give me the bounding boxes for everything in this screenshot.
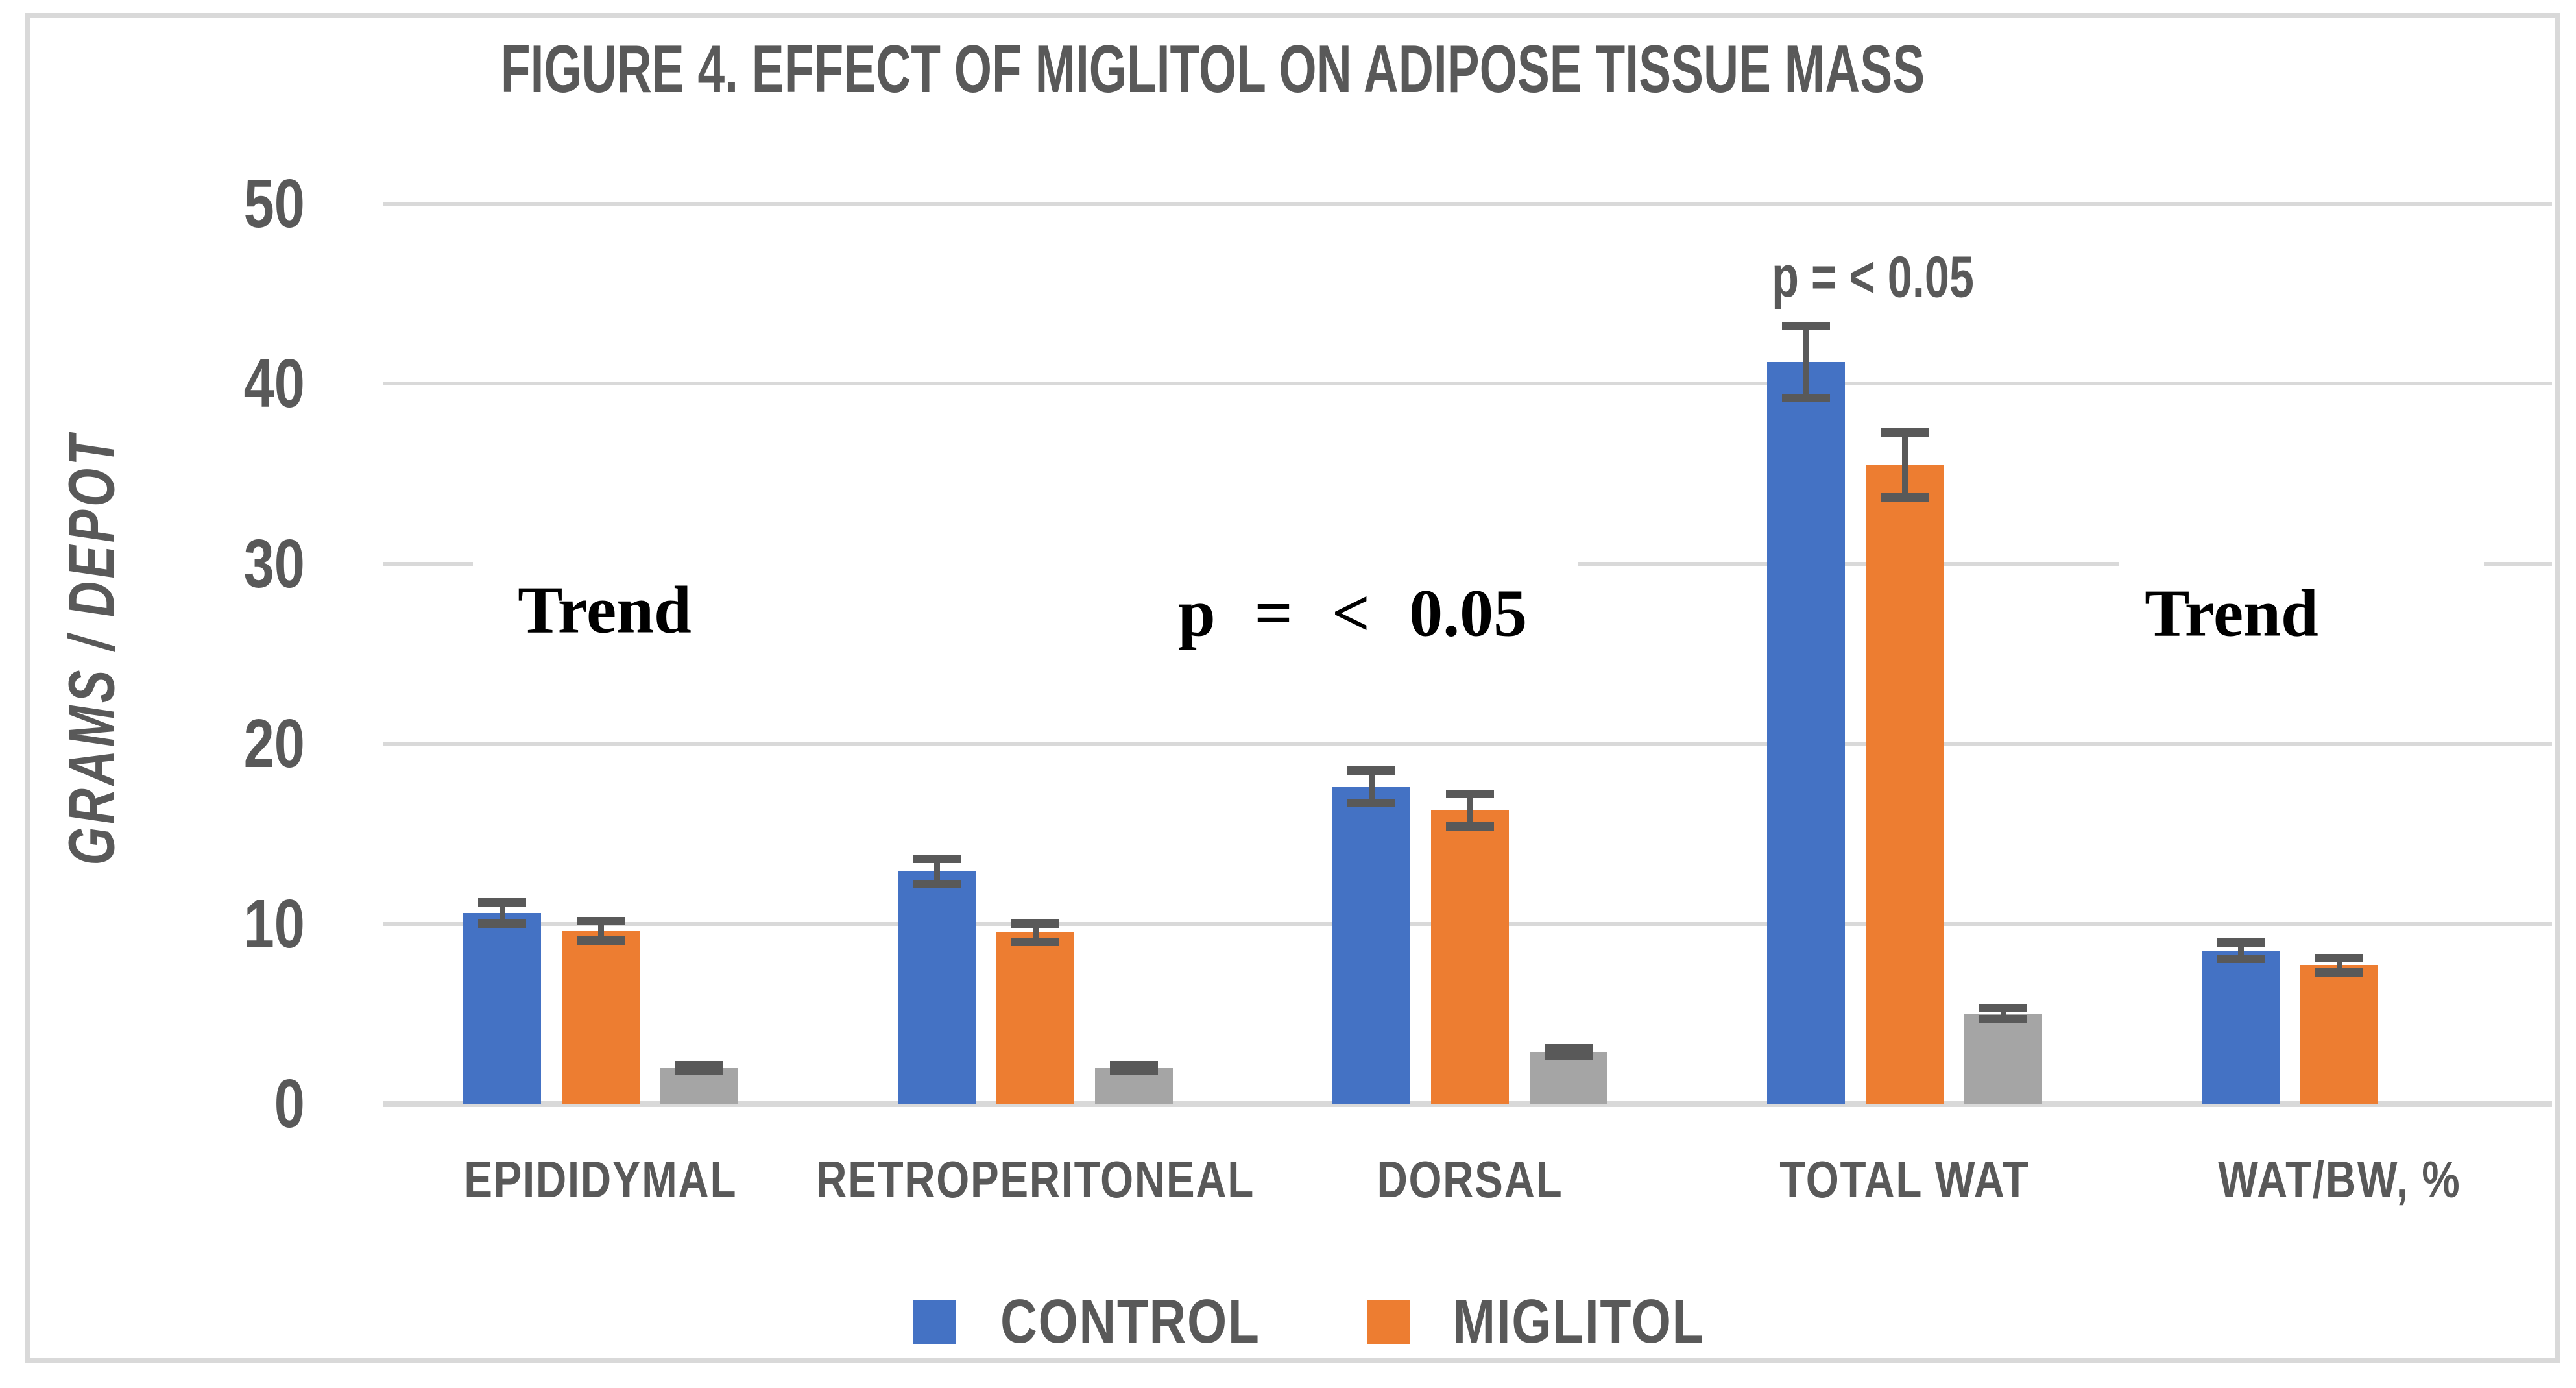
- category-label-wat-bw-: WAT/BW, %: [2047, 1150, 2576, 1210]
- y-tick-label-50: 50: [149, 168, 305, 239]
- annotation-background-1: [2119, 546, 2484, 581]
- bar-miglitol-retroperitoneal: [996, 932, 1074, 1104]
- bar-control-retroperitoneal: [898, 871, 976, 1104]
- legend-swatch-miglitol: [1366, 1300, 1410, 1344]
- error-bar-cap-bottom: [2217, 955, 2265, 964]
- legend-item-control: CONTROL: [913, 1286, 1289, 1358]
- category-label-retroperitoneal: RETROPERITONEAL: [743, 1150, 1327, 1210]
- bar-control-dorsal: [1332, 786, 1410, 1104]
- error-bar-cap-bottom: [913, 880, 961, 889]
- error-bar-cap-top: [2315, 953, 2363, 962]
- y-tick-text-10: 10: [243, 885, 305, 962]
- error-bar-stem: [1803, 326, 1809, 398]
- error-bar-cap-top: [1782, 322, 1830, 331]
- error-bar-stem: [2336, 958, 2342, 973]
- error-bar-cap-bottom: [675, 1066, 723, 1075]
- category-label-epididymal: EPIDIDYMAL: [309, 1150, 893, 1210]
- bar-miglitol-dorsal: [1431, 810, 1509, 1104]
- error-bar-cap-bottom: [1782, 394, 1830, 403]
- error-bar-cap-bottom: [577, 936, 625, 945]
- annotation-text: p = < 0.05: [1772, 245, 1974, 310]
- annotation-background-0: [473, 546, 1578, 581]
- error-bar-stem: [2237, 942, 2244, 959]
- category-label-text: RETROPERITONEAL: [816, 1151, 1255, 1208]
- error-bar-stem: [1467, 794, 1473, 827]
- y-tick-label-40: 40: [149, 348, 305, 419]
- legend-label-text: CONTROL: [1000, 1287, 1260, 1356]
- legend-label-control: CONTROL: [972, 1286, 1289, 1358]
- category-label-text: EPIDIDYMAL: [464, 1151, 738, 1208]
- y-tick-label-20: 20: [149, 708, 305, 779]
- y-tick-label-0: 0: [149, 1068, 305, 1139]
- y-tick-label-10: 10: [149, 888, 305, 960]
- annotation-trend-left: Trend: [518, 572, 692, 648]
- error-bar-cap-top: [577, 916, 625, 925]
- bar-miglitol-epididymal: [562, 931, 640, 1104]
- error-bar-cap-top: [478, 897, 526, 907]
- legend-item-miglitol: MIGLITOL: [1366, 1286, 1732, 1358]
- error-bar-cap-bottom: [1347, 799, 1395, 808]
- error-bar-cap-top: [913, 855, 961, 864]
- chart-title: FIGURE 4. EFFECT OF MIGLITOL ON ADIPOSE …: [175, 31, 2251, 108]
- error-bar-cap-top: [1011, 919, 1059, 929]
- y-axis-title-text: GRAMS / DEPOT: [55, 432, 128, 866]
- error-bar-stem: [1032, 923, 1039, 942]
- bar-control-total-wat: [1767, 362, 1845, 1104]
- error-bar-stem: [597, 921, 604, 941]
- y-axis-title: GRAMS / DEPOT: [55, 364, 130, 934]
- error-bar-stem: [933, 858, 940, 884]
- x-axis-line: [383, 1101, 2552, 1107]
- y-tick-text-40: 40: [243, 345, 305, 422]
- bar-gray-series-total-wat: [1964, 1014, 2042, 1104]
- legend: CONTROL MIGLITOL: [913, 1286, 1731, 1358]
- bar-control-wat-bw-: [2202, 951, 2280, 1104]
- y-tick-text-50: 50: [243, 165, 305, 242]
- category-label-text: DORSAL: [1377, 1151, 1563, 1208]
- annotation-p-mid: p = < 0.05: [1177, 576, 1528, 651]
- gridline-40: [383, 382, 2552, 386]
- error-bar-cap-top: [1881, 428, 1929, 437]
- error-bar-cap-bottom: [1979, 1015, 2027, 1024]
- error-bar-cap-bottom: [478, 919, 526, 929]
- error-bar-cap-top: [1347, 766, 1395, 775]
- category-label-text: WAT/BW, %: [2217, 1151, 2461, 1208]
- error-bar-cap-bottom: [1011, 937, 1059, 946]
- bar-miglitol-total-wat: [1866, 465, 1944, 1104]
- error-bar-cap-top: [1545, 1043, 1593, 1053]
- error-bar-cap-bottom: [1545, 1051, 1593, 1060]
- error-bar-cap-bottom: [2315, 968, 2363, 977]
- legend-label-text: MIGLITOL: [1452, 1287, 1704, 1356]
- category-label-total-wat: TOTAL WAT: [1613, 1150, 2197, 1210]
- annotation-p-top: p = < 0.05: [1740, 245, 2006, 311]
- y-tick-text-30: 30: [243, 525, 305, 602]
- y-tick-text-20: 20: [243, 705, 305, 783]
- bar-control-epididymal: [463, 912, 541, 1104]
- error-bar-stem: [1368, 770, 1375, 803]
- error-bar-stem: [2000, 1008, 2006, 1019]
- error-bar-stem: [1901, 432, 1908, 498]
- gridline-50: [383, 202, 2552, 206]
- error-bar-stem: [499, 902, 505, 924]
- error-bar-cap-bottom: [1110, 1066, 1158, 1075]
- error-bar-cap-bottom: [1446, 822, 1494, 831]
- error-bar-cap-top: [1979, 1004, 2027, 1013]
- gridline-20: [383, 742, 2552, 746]
- chart-title-text: FIGURE 4. EFFECT OF MIGLITOL ON ADIPOSE …: [501, 32, 1925, 107]
- category-label-text: TOTAL WAT: [1779, 1151, 2030, 1208]
- error-bar-cap-top: [1446, 790, 1494, 799]
- bar-gray-series-dorsal: [1530, 1051, 1607, 1104]
- y-tick-text-0: 0: [274, 1065, 305, 1142]
- category-label-dorsal: DORSAL: [1178, 1150, 1762, 1210]
- chart-border: [25, 13, 2560, 1363]
- bar-miglitol-wat-bw-: [2300, 965, 2378, 1104]
- error-bar-cap-bottom: [1881, 493, 1929, 502]
- y-tick-label-30: 30: [149, 528, 305, 600]
- legend-swatch-control: [913, 1300, 956, 1344]
- legend-label-miglitol: MIGLITOL: [1425, 1286, 1732, 1358]
- annotation-trend-right: Trend: [2145, 576, 2318, 651]
- error-bar-cap-top: [2217, 938, 2265, 947]
